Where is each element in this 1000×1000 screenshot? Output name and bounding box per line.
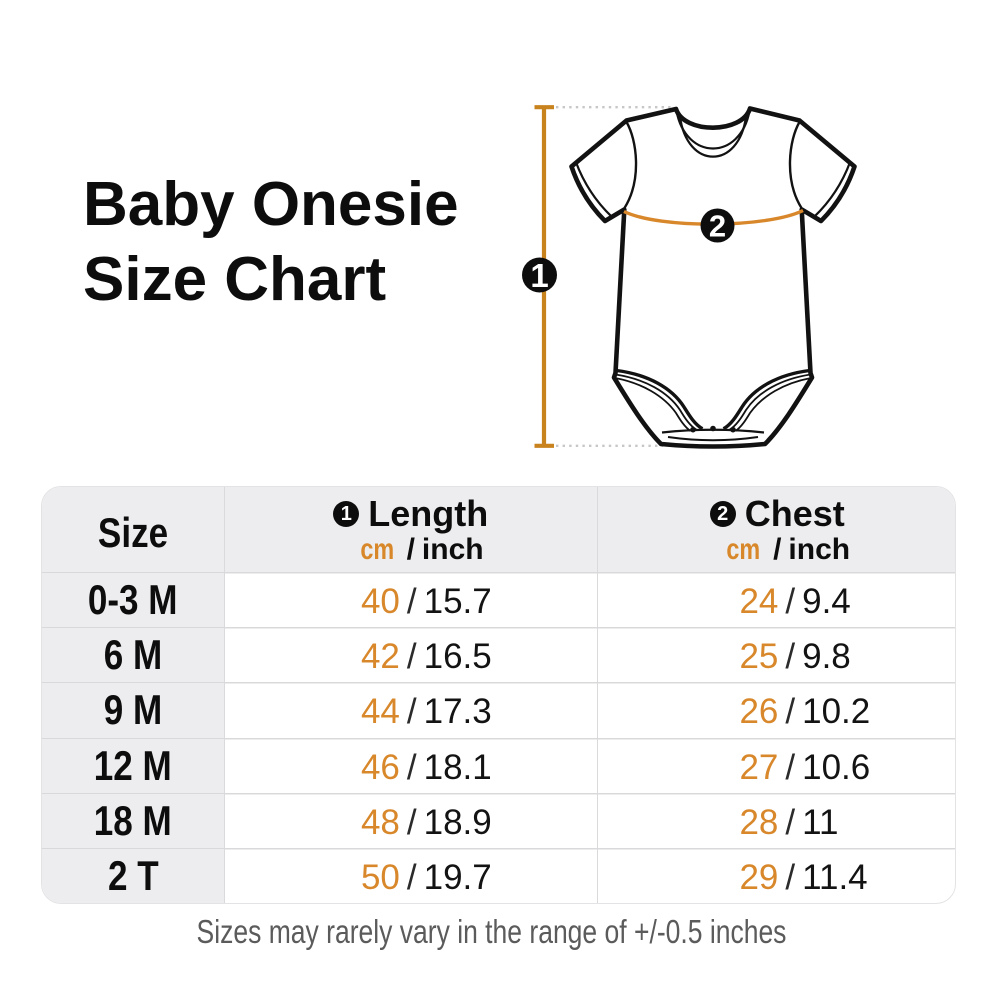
svg-text:2: 2 bbox=[709, 209, 726, 244]
svg-text:1: 1 bbox=[530, 257, 548, 294]
